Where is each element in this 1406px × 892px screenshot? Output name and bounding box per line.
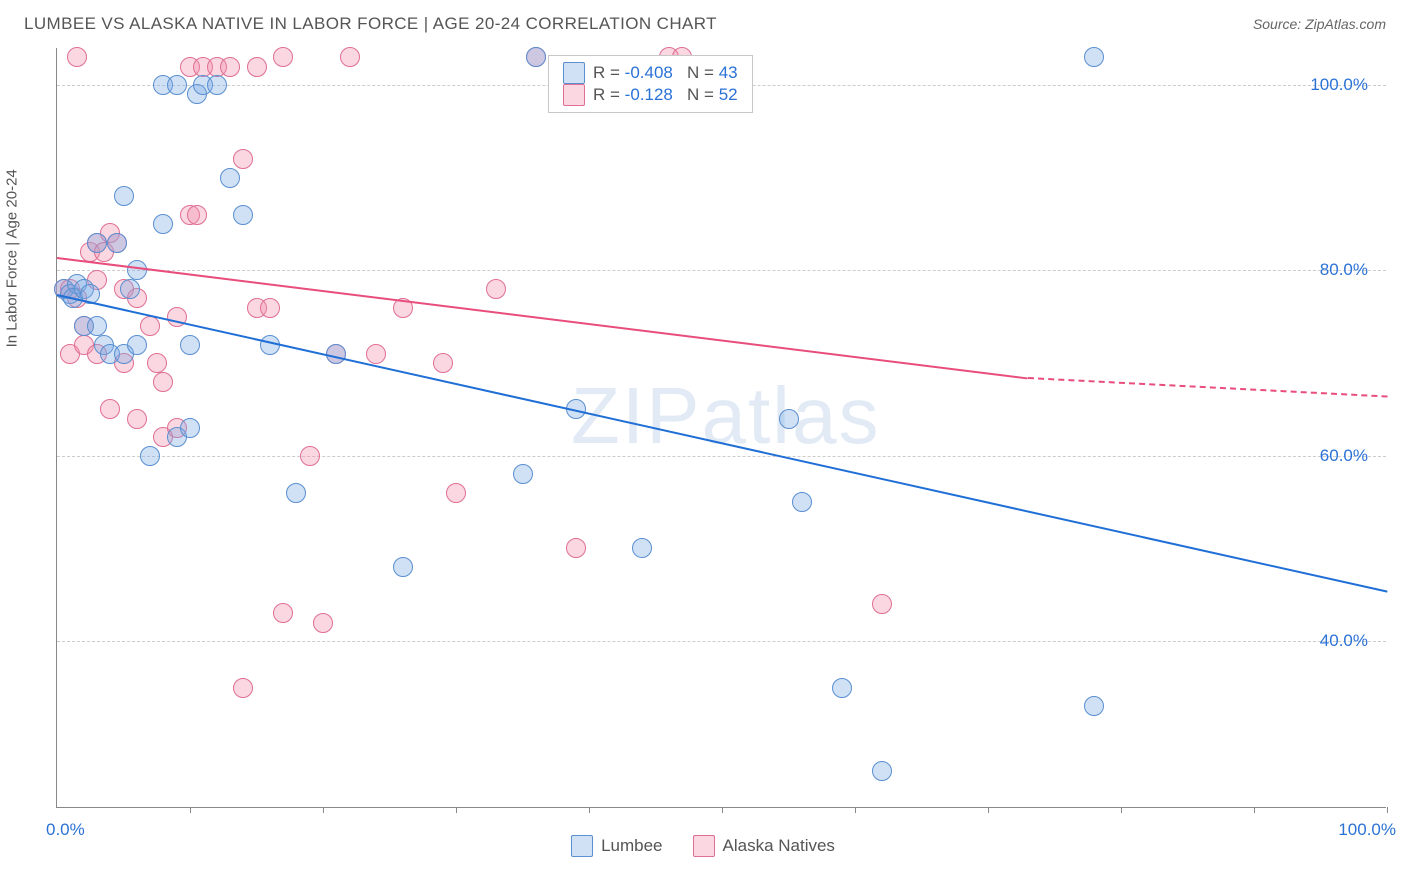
chart-header: LUMBEE VS ALASKA NATIVE IN LABOR FORCE |…: [0, 0, 1406, 48]
data-point-alaska: [233, 149, 253, 169]
data-point-alaska: [433, 353, 453, 373]
data-point-alaska: [340, 47, 360, 67]
x-tick-mark: [323, 807, 324, 813]
regression-line-alaska-extrapolated: [1028, 377, 1387, 398]
gridline: [57, 641, 1386, 642]
data-point-alaska: [300, 446, 320, 466]
watermark-left: ZIP: [571, 371, 701, 460]
y-tick-label: 80.0%: [1320, 260, 1368, 280]
bottom-legend: Lumbee Alaska Natives: [0, 835, 1406, 857]
data-point-alaska: [140, 316, 160, 336]
data-point-alaska: [220, 57, 240, 77]
data-point-lumbee: [513, 464, 533, 484]
legend-label-alaska: Alaska Natives: [723, 836, 835, 856]
x-tick-mark: [855, 807, 856, 813]
data-point-lumbee: [220, 168, 240, 188]
data-point-alaska: [313, 613, 333, 633]
stats-text: R = -0.128 N = 52: [593, 85, 738, 105]
data-point-alaska: [100, 399, 120, 419]
watermark: ZIPatlas: [571, 370, 880, 462]
scatter-plot-area: ZIPatlas 40.0% 60.0% 80.0% 100.0%: [56, 48, 1386, 808]
stats-swatch: [563, 84, 585, 106]
chart-source: Source: ZipAtlas.com: [1253, 16, 1386, 32]
legend-item-alaska: Alaska Natives: [693, 835, 835, 857]
gridline: [57, 270, 1386, 271]
data-point-lumbee: [180, 335, 200, 355]
data-point-lumbee: [526, 47, 546, 67]
data-point-lumbee: [207, 75, 227, 95]
data-point-alaska: [147, 353, 167, 373]
data-point-alaska: [260, 298, 280, 318]
data-point-lumbee: [120, 279, 140, 299]
data-point-alaska: [233, 678, 253, 698]
data-point-lumbee: [393, 557, 413, 577]
stats-swatch: [563, 62, 585, 84]
data-point-lumbee: [286, 483, 306, 503]
data-point-alaska: [486, 279, 506, 299]
data-point-alaska: [67, 47, 87, 67]
data-point-lumbee: [127, 335, 147, 355]
x-tick-mark: [1254, 807, 1255, 813]
correlation-stats-box: R = -0.408 N = 43R = -0.128 N = 52: [548, 55, 753, 113]
data-point-lumbee: [140, 446, 160, 466]
data-point-lumbee: [632, 538, 652, 558]
data-point-alaska: [187, 205, 207, 225]
data-point-lumbee: [832, 678, 852, 698]
x-tick-mark: [722, 807, 723, 813]
chart-title: LUMBEE VS ALASKA NATIVE IN LABOR FORCE |…: [24, 14, 717, 34]
data-point-lumbee: [1084, 47, 1104, 67]
y-tick-label: 60.0%: [1320, 446, 1368, 466]
legend-label-lumbee: Lumbee: [601, 836, 662, 856]
x-tick-mark: [1121, 807, 1122, 813]
data-point-lumbee: [127, 260, 147, 280]
y-tick-label: 100.0%: [1310, 75, 1368, 95]
data-point-alaska: [446, 483, 466, 503]
stats-row: R = -0.128 N = 52: [563, 84, 738, 106]
data-point-lumbee: [872, 761, 892, 781]
y-axis-title: In Labor Force | Age 20-24: [4, 169, 21, 347]
data-point-lumbee: [153, 214, 173, 234]
stats-row: R = -0.408 N = 43: [563, 62, 738, 84]
data-point-alaska: [153, 372, 173, 392]
data-point-alaska: [566, 538, 586, 558]
data-point-alaska: [247, 57, 267, 77]
data-point-lumbee: [233, 205, 253, 225]
data-point-lumbee: [87, 316, 107, 336]
x-tick-mark: [1387, 807, 1388, 813]
data-point-lumbee: [107, 233, 127, 253]
data-point-alaska: [366, 344, 386, 364]
data-point-lumbee: [87, 233, 107, 253]
data-point-alaska: [273, 47, 293, 67]
x-tick-mark: [456, 807, 457, 813]
x-tick-mark: [589, 807, 590, 813]
data-point-alaska: [127, 409, 147, 429]
gridline: [57, 456, 1386, 457]
data-point-lumbee: [180, 418, 200, 438]
data-point-lumbee: [792, 492, 812, 512]
legend-item-lumbee: Lumbee: [571, 835, 662, 857]
data-point-alaska: [273, 603, 293, 623]
data-point-lumbee: [167, 75, 187, 95]
regression-line-lumbee: [57, 294, 1387, 593]
data-point-lumbee: [779, 409, 799, 429]
y-tick-label: 40.0%: [1320, 631, 1368, 651]
stats-text: R = -0.408 N = 43: [593, 63, 738, 83]
data-point-lumbee: [114, 186, 134, 206]
data-point-lumbee: [1084, 696, 1104, 716]
x-tick-mark: [190, 807, 191, 813]
legend-swatch-alaska: [693, 835, 715, 857]
x-tick-mark: [988, 807, 989, 813]
data-point-alaska: [872, 594, 892, 614]
regression-line-alaska: [57, 257, 1028, 379]
legend-swatch-lumbee: [571, 835, 593, 857]
